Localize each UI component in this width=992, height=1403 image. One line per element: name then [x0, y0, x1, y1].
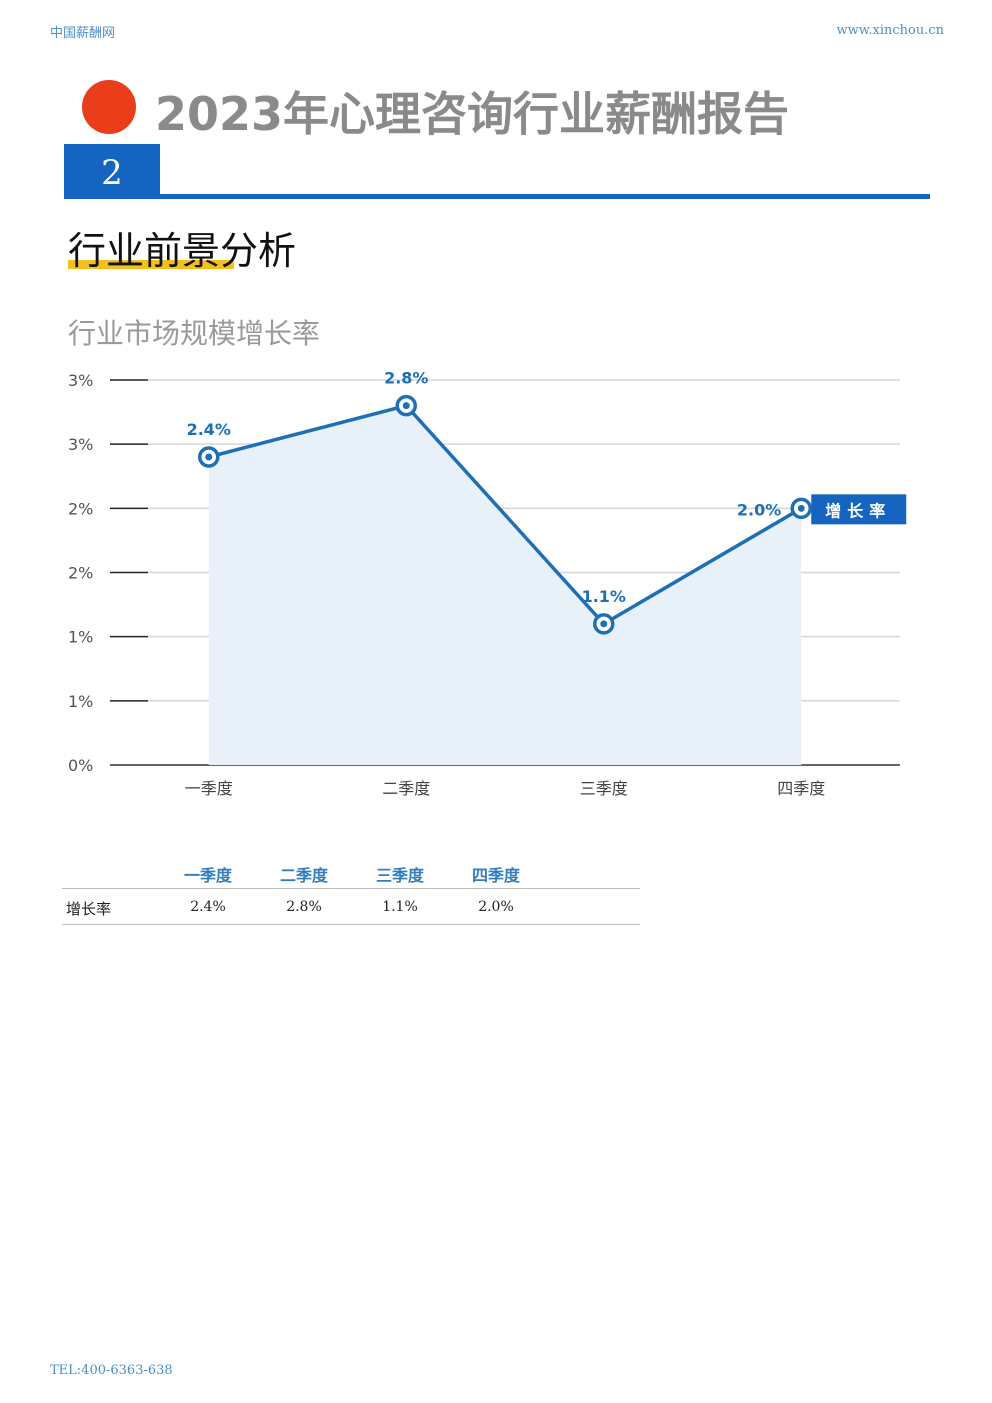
chart-title: 行业市场规模增长率 [68, 317, 321, 350]
section-title-underline [68, 260, 234, 269]
y-tick-label: 3% [68, 435, 93, 454]
data-label: 2.8% [384, 369, 428, 388]
y-tick-label: 1% [68, 628, 93, 647]
table-cell: 1.1% [382, 899, 418, 915]
series-line [208, 403, 803, 626]
data-point-center [600, 620, 608, 628]
x-tick-label: 二季度 [382, 779, 430, 798]
y-tick-label: 3% [68, 371, 93, 390]
data-table: 一季度 二季度 三季度 四季度 增长率 2.4% 2.8% 1.1% 2.0% [62, 858, 640, 925]
section-title: 行业前景分析 [68, 229, 297, 273]
series-area [208, 405, 802, 765]
growth-rate-chart: 0% 1% 1% 2% 2% 3% 3% 2.4% 2.8% 1.1% 2.0% 一季度 二季度 三季度 四… [68, 369, 907, 798]
y-tick-label: 0% [68, 756, 93, 775]
section-divider [64, 194, 930, 199]
legend-box [811, 494, 907, 525]
table-header-cell: 一季度 [183, 866, 232, 885]
table-cell: 2.8% [286, 899, 322, 915]
y-tick-label: 2% [68, 564, 93, 583]
footer-tel: TEL:400-6363-638 [50, 1363, 173, 1378]
data-point-center [797, 504, 805, 512]
title-dot-icon [82, 80, 136, 134]
data-point-center [402, 402, 410, 410]
report-title: 2023年心理咨询行业薪酬报告 [155, 87, 790, 141]
x-tick-label: 一季度 [185, 779, 233, 798]
data-point-center [205, 453, 213, 461]
table-header-cell: 二季度 [279, 866, 328, 885]
y-tick-label: 2% [68, 499, 93, 518]
data-label: 2.4% [187, 420, 231, 439]
legend-label: 增长率 [825, 501, 891, 520]
data-label: 1.1% [582, 587, 626, 606]
table-cell: 2.0% [478, 899, 514, 915]
data-label: 2.0% [737, 500, 781, 519]
table-row: 增长率 2.4% 2.8% 1.1% 2.0% [62, 889, 640, 925]
table-cell: 2.4% [190, 899, 226, 915]
site-url[interactable]: www.xinchou.cn [836, 23, 944, 38]
x-tick-label: 四季度 [777, 779, 825, 798]
table-header-cell: 四季度 [471, 866, 520, 885]
table-header-cell: 三季度 [375, 866, 424, 885]
table-row-label: 增长率 [66, 900, 112, 918]
y-tick-label: 1% [68, 692, 93, 711]
table-header-row: 一季度 二季度 三季度 四季度 [62, 858, 640, 889]
x-tick-label: 三季度 [580, 779, 628, 798]
section-number: 2 [64, 144, 160, 196]
section-heading: 行业前景分析 [68, 220, 296, 275]
site-name: 中国薪酬网 [50, 26, 116, 41]
